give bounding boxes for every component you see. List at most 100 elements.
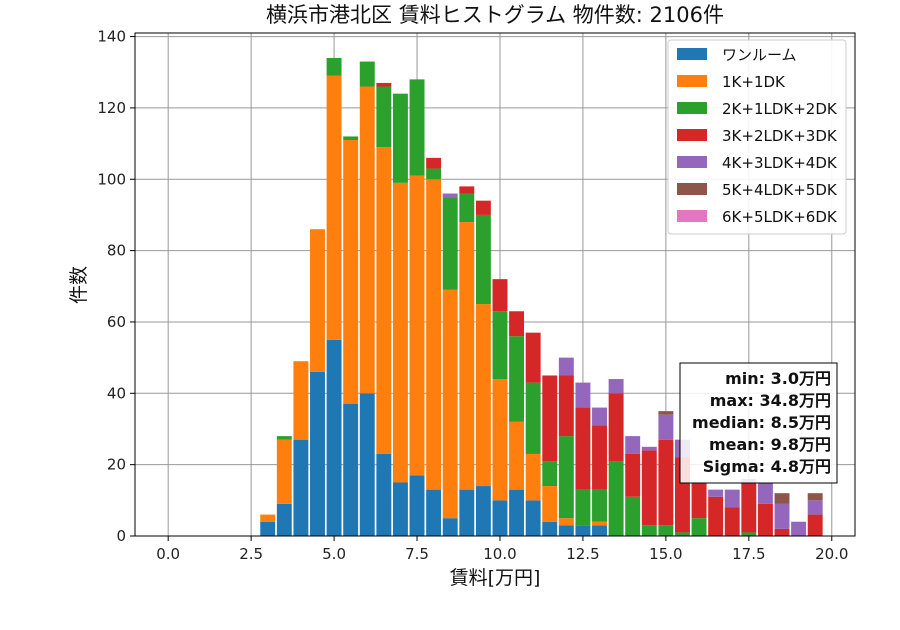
bar-segment — [525, 332, 541, 383]
legend-swatch — [677, 156, 707, 168]
bar-segment — [492, 311, 508, 380]
bar-segment — [708, 496, 724, 536]
bar-segment — [293, 439, 309, 536]
bar-segment — [260, 521, 276, 536]
bar-segment — [807, 500, 823, 515]
bar-segment — [724, 489, 740, 508]
x-tick-label: 15.0 — [649, 545, 682, 563]
bar-segment — [376, 82, 392, 87]
y-tick-label: 0 — [116, 527, 126, 545]
bar-segment — [525, 453, 541, 501]
legend-entry-label: ワンルーム — [722, 46, 797, 64]
bar-segment — [658, 414, 674, 440]
bar-segment — [260, 514, 276, 522]
bar-segment — [293, 361, 309, 440]
bar-segment — [558, 518, 574, 526]
bar-segment — [608, 461, 624, 536]
bar-segment — [691, 482, 707, 519]
bar-segment — [459, 489, 475, 536]
bar-segment — [492, 379, 508, 501]
bar-segment — [625, 496, 641, 536]
bar-segment — [310, 371, 325, 536]
legend-box — [667, 39, 847, 235]
bar-segment — [791, 521, 807, 536]
bar-segment — [475, 304, 491, 487]
bar-segment — [592, 525, 607, 536]
bar-segment — [475, 200, 491, 215]
bar-segment — [675, 532, 690, 536]
y-tick-label: 100 — [97, 170, 126, 188]
bar-segment — [525, 382, 541, 454]
x-tick-label: 7.5 — [405, 545, 429, 563]
bar-segment — [426, 489, 442, 536]
bar-segment — [575, 489, 591, 526]
bar-segment — [625, 453, 641, 497]
bar-segment — [442, 289, 458, 519]
bar-segment — [492, 279, 508, 312]
bar-segment — [575, 407, 591, 490]
x-tick-label: 20.0 — [815, 545, 848, 563]
bar-segment — [608, 379, 624, 394]
bar-segment — [807, 514, 823, 536]
bar-segment — [757, 503, 773, 536]
legend-entry-label: 6K+5LDK+6DK — [722, 208, 838, 226]
bar-segment — [343, 140, 359, 405]
bar-segment — [326, 57, 342, 76]
bar-segment — [459, 193, 475, 223]
bar-segment — [343, 404, 359, 536]
x-axis-ticks: 0.0 2.5 5.0 7.5 10.0 12.5 15.0 17.5 20.0 — [156, 536, 848, 563]
bar-segment — [376, 86, 392, 148]
x-tick-label: 10.0 — [483, 545, 516, 563]
legend-swatch — [677, 129, 707, 141]
bar-segment — [276, 439, 292, 504]
legend-swatch — [677, 48, 707, 60]
legend-swatch — [677, 210, 707, 222]
bar-segment — [442, 197, 458, 290]
y-tick-label: 140 — [97, 28, 126, 46]
stats-line: Sigma: 4.8万円 — [703, 457, 831, 476]
bar-segment — [558, 525, 574, 536]
bar-segment — [475, 486, 491, 536]
bar-segment — [757, 482, 773, 504]
bar-segment — [691, 518, 707, 536]
bar-segment — [409, 475, 425, 536]
bar-segment — [641, 446, 657, 451]
bar-segment — [807, 493, 823, 501]
stats-box: min: 3.0万円 max: 34.8万円 median: 8.5万円 mean: … — [679, 362, 838, 484]
stats-box-frame — [679, 362, 838, 484]
bar-segment — [409, 79, 425, 176]
legend-swatch — [677, 102, 707, 114]
bar-segment — [724, 507, 740, 536]
legend-entry-label: 1K+1DK — [722, 73, 786, 91]
bar-segment — [592, 407, 607, 426]
bar-segment — [774, 528, 790, 536]
bar-segment — [442, 193, 458, 198]
bar-segment — [575, 382, 591, 408]
bar-segment — [658, 439, 674, 526]
legend-swatch — [677, 75, 707, 87]
y-tick-label: 80 — [107, 242, 126, 260]
bar-segment — [774, 493, 790, 504]
bar-segment — [475, 214, 491, 305]
bar-segment — [392, 93, 408, 183]
bar-segment — [359, 86, 375, 394]
bar-segment — [641, 525, 657, 536]
bar-segment — [392, 182, 408, 483]
bar-segment — [492, 500, 508, 536]
bar-segment — [509, 421, 525, 490]
bar-segment — [326, 339, 342, 536]
bar-segment — [459, 186, 475, 194]
bar-segment — [592, 489, 607, 522]
bar-segment — [459, 222, 475, 490]
legend-entry-label: 2K+1LDK+2DK — [722, 100, 838, 118]
bar-segment — [575, 525, 591, 536]
x-tick-label: 17.5 — [732, 545, 765, 563]
bar-segment — [509, 489, 525, 536]
bar-segment — [509, 336, 525, 422]
bar-segment — [426, 179, 442, 490]
bar-segment — [542, 375, 558, 462]
bar-segment — [658, 525, 674, 536]
legend-entry-label: 3K+2LDK+3DK — [722, 127, 838, 145]
